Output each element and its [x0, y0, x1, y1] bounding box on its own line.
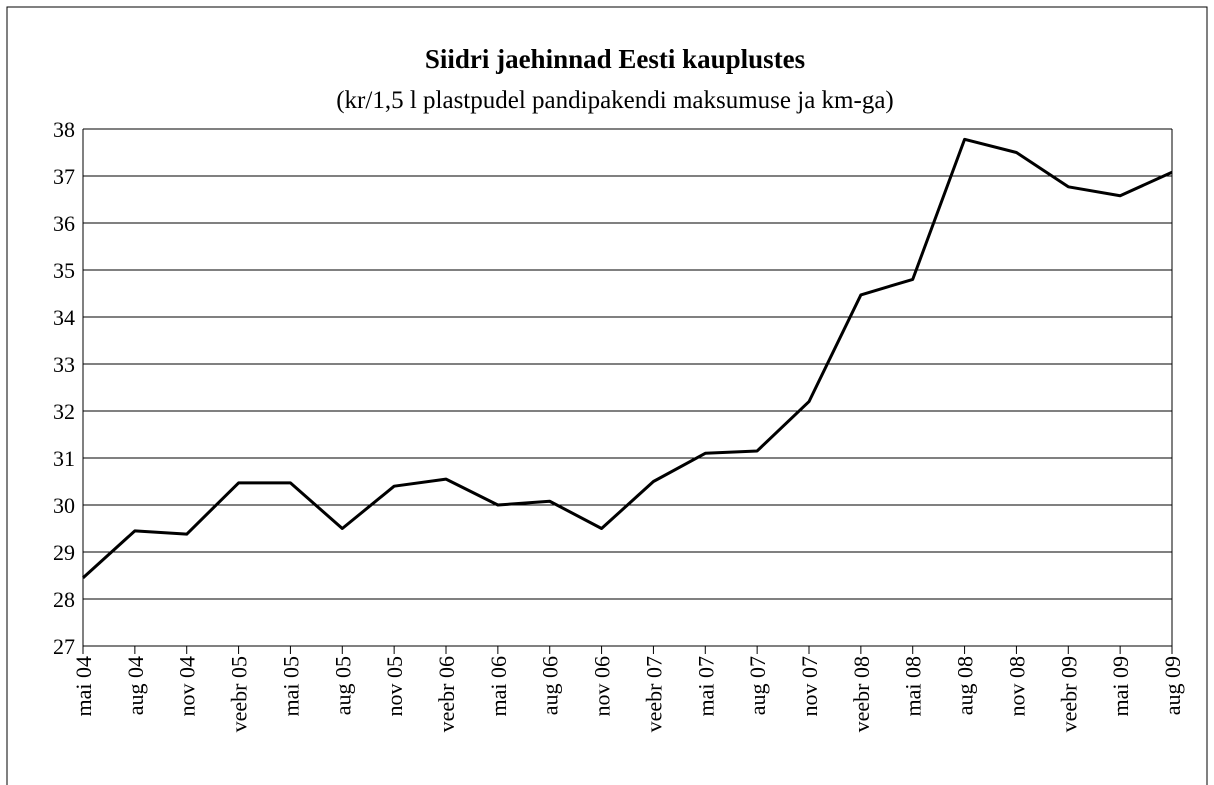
y-tick-label: 27 [53, 634, 75, 659]
y-tick-label: 35 [53, 258, 75, 283]
x-tick-label: aug 04 [123, 656, 148, 715]
x-tick-label: veebr 07 [641, 656, 666, 732]
y-tick-label: 38 [53, 117, 75, 142]
chart-frame [6, 6, 1208, 785]
y-tick-label: 30 [53, 493, 75, 518]
line-series [81, 137, 1173, 579]
x-tick-label: aug 09 [1160, 656, 1185, 715]
x-tick-label: mai 09 [1108, 656, 1133, 717]
x-tick-label: aug 05 [330, 656, 355, 715]
x-tick-label: nov 08 [1004, 656, 1029, 717]
x-tick-label: veebr 05 [227, 656, 252, 732]
y-tick-label: 28 [53, 587, 75, 612]
x-tick-label: veebr 09 [1056, 656, 1081, 732]
x-tick-label: mai 06 [486, 656, 511, 717]
x-tick-label: nov 05 [382, 656, 407, 717]
y-tick-label: 33 [53, 352, 75, 377]
y-tick-label: 32 [53, 399, 75, 424]
y-tick-label: 34 [53, 305, 75, 330]
x-tick-label: nov 04 [175, 656, 200, 717]
x-tick-label: mai 07 [693, 656, 718, 717]
x-tick-label: nov 06 [590, 656, 615, 717]
y-tick-label: 29 [53, 540, 75, 565]
y-tick-label: 31 [53, 446, 75, 471]
x-tick-label: veebr 08 [849, 656, 874, 732]
y-tick-label: 36 [53, 211, 75, 236]
x-tick-label: aug 06 [538, 656, 563, 715]
x-tick-label: aug 07 [745, 656, 770, 715]
x-tick-label: mai 05 [278, 656, 303, 717]
x-tick-label: aug 08 [953, 656, 978, 715]
x-tick-label: veebr 06 [434, 656, 459, 732]
x-tick-label: mai 04 [71, 656, 96, 717]
x-tick-label: nov 07 [797, 656, 822, 717]
chart-subtitle: (kr/1,5 l plastpudel pandipakendi maksum… [336, 87, 894, 114]
y-tick-label: 37 [53, 164, 75, 189]
chart-title: Siidri jaehinnad Eesti kauplustes [425, 44, 805, 74]
x-tick-label: mai 08 [901, 656, 926, 717]
